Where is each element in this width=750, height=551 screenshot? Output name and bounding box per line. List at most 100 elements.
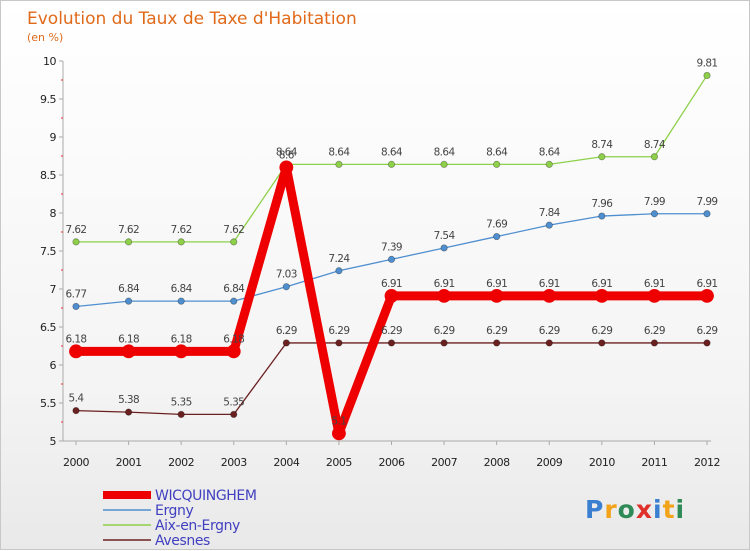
data-point-ergny: [493, 232, 501, 241]
data-label-ergny: 7.84: [539, 207, 561, 219]
data-label-aix-en-ergny: 8.64: [276, 146, 298, 158]
data-label-wicquinghem: 6.91: [434, 278, 455, 290]
data-point-wicquinghem: [226, 344, 241, 359]
data-label-wicquinghem: 5.1: [331, 415, 346, 427]
data-point-ergny: [72, 302, 80, 311]
x-tick-label: 2009: [536, 456, 562, 469]
data-label-avesnes: 5.35: [223, 396, 244, 408]
data-label-wicquinghem: 6.91: [697, 278, 718, 290]
data-point-avesnes: [703, 339, 711, 347]
data-label-avesnes: 6.29: [434, 325, 455, 337]
legend-label-aix-en-ergny: Aix-en-Ergny: [155, 518, 240, 534]
x-tick-label: 2000: [63, 456, 89, 469]
data-point-aix-en-ergny: [124, 238, 133, 246]
x-tick-label: 2012: [694, 456, 720, 469]
y-tick-label: 5: [50, 435, 57, 448]
data-point-ergny: [335, 267, 343, 275]
data-point-avesnes: [282, 339, 290, 347]
data-point-ergny: [387, 255, 396, 263]
data-label-aix-en-ergny: 8.74: [591, 139, 613, 151]
data-label-aix-en-ergny: 7.62: [223, 224, 244, 236]
data-label-wicquinghem: 6.91: [539, 278, 560, 290]
series-layer: [69, 71, 714, 441]
data-point-wicquinghem: [437, 288, 451, 303]
x-tick-label: 2004: [273, 456, 299, 469]
x-tick-label: 2010: [589, 456, 615, 469]
data-label-wicquinghem: 8.6: [279, 149, 295, 161]
data-label-avesnes: 5.38: [118, 394, 139, 406]
data-label-ergny: 6.84: [171, 283, 193, 295]
y-tick-label: 8: [50, 207, 57, 220]
data-label-aix-en-ergny: 7.62: [118, 224, 139, 236]
data-point-aix-en-ergny: [335, 160, 343, 168]
data-point-aix-en-ergny: [440, 160, 448, 168]
data-point-ergny: [177, 297, 185, 305]
data-point-avesnes: [335, 339, 343, 347]
data-label-ergny: 7.99: [697, 196, 718, 208]
logo-letter: i: [676, 495, 686, 524]
data-point-avesnes: [545, 339, 553, 347]
data-label-aix-en-ergny: 8.74: [644, 139, 666, 151]
y-tick-label: 9.5: [40, 93, 56, 106]
data-label-ergny: 7.99: [644, 196, 665, 208]
data-point-aix-en-ergny: [493, 160, 501, 168]
data-point-aix-en-ergny: [650, 153, 659, 161]
data-point-wicquinghem: [489, 288, 504, 303]
y-tick-label: 7.5: [40, 245, 56, 258]
data-point-aix-en-ergny: [177, 238, 185, 246]
data-point-wicquinghem: [647, 288, 662, 303]
data-point-avesnes: [124, 408, 133, 416]
data-point-ergny: [230, 297, 238, 305]
data-point-wicquinghem: [700, 288, 714, 303]
data-point-wicquinghem: [174, 344, 189, 359]
data-point-wicquinghem: [542, 288, 557, 303]
data-point-wicquinghem: [384, 288, 399, 303]
data-point-ergny: [703, 210, 711, 218]
data-label-avesnes: 6.29: [539, 325, 560, 337]
data-label-avesnes: 6.29: [591, 325, 612, 337]
y-tick-label: 9: [50, 131, 57, 144]
chart-subtitle: (en %): [27, 31, 63, 44]
y-tick-label: 5.5: [40, 397, 56, 410]
x-tick-label: 2007: [431, 456, 457, 469]
data-label-avesnes: 6.29: [486, 325, 507, 337]
legend-label-wicquinghem: WICQUINGHEM: [155, 488, 257, 504]
data-point-wicquinghem: [121, 344, 136, 359]
data-label-avesnes: 5.4: [69, 393, 85, 405]
data-label-ergny: 7.96: [591, 198, 613, 210]
data-point-ergny: [124, 297, 133, 305]
data-point-aix-en-ergny: [545, 160, 553, 168]
axes: 5 5.5 6 6.5 7 7.5 8 8.5 9 9.5 10 2000 2001 2002 2003 20…: [40, 55, 721, 469]
data-label-ergny: 6.84: [223, 283, 245, 295]
data-point-ergny: [598, 212, 606, 220]
logo-letter: o: [618, 495, 636, 524]
data-point-avesnes: [387, 339, 396, 347]
data-label-wicquinghem: 6.91: [591, 278, 612, 290]
x-tick-label: 2002: [168, 456, 194, 469]
x-tick-label: 2005: [326, 456, 352, 469]
data-point-avesnes: [493, 339, 501, 347]
data-point-wicquinghem: [594, 288, 609, 303]
data-label-aix-en-ergny: 8.64: [381, 146, 403, 158]
data-point-avesnes: [177, 410, 185, 418]
y-tick-label: 6: [50, 359, 57, 372]
data-label-aix-en-ergny: 8.64: [328, 146, 350, 158]
data-label-avesnes: 6.29: [644, 325, 665, 337]
data-label-ergny: 7.24: [328, 253, 350, 265]
data-point-ergny: [545, 221, 553, 229]
data-label-ergny: 6.77: [66, 288, 87, 300]
data-label-avesnes: 6.29: [328, 325, 349, 337]
data-point-aix-en-ergny: [703, 71, 711, 80]
data-label-avesnes: 6.29: [276, 325, 297, 337]
data-point-ergny: [282, 283, 290, 291]
y-tick-label: 8.5: [40, 169, 56, 182]
data-label-ergny: 7.69: [486, 219, 507, 231]
data-point-avesnes: [230, 410, 238, 418]
logo-letter: P: [585, 495, 604, 524]
x-tick-label: 2006: [379, 456, 405, 469]
x-tick-label: 2008: [484, 456, 510, 469]
data-label-aix-en-ergny: 8.64: [434, 146, 456, 158]
data-point-wicquinghem: [279, 160, 294, 175]
